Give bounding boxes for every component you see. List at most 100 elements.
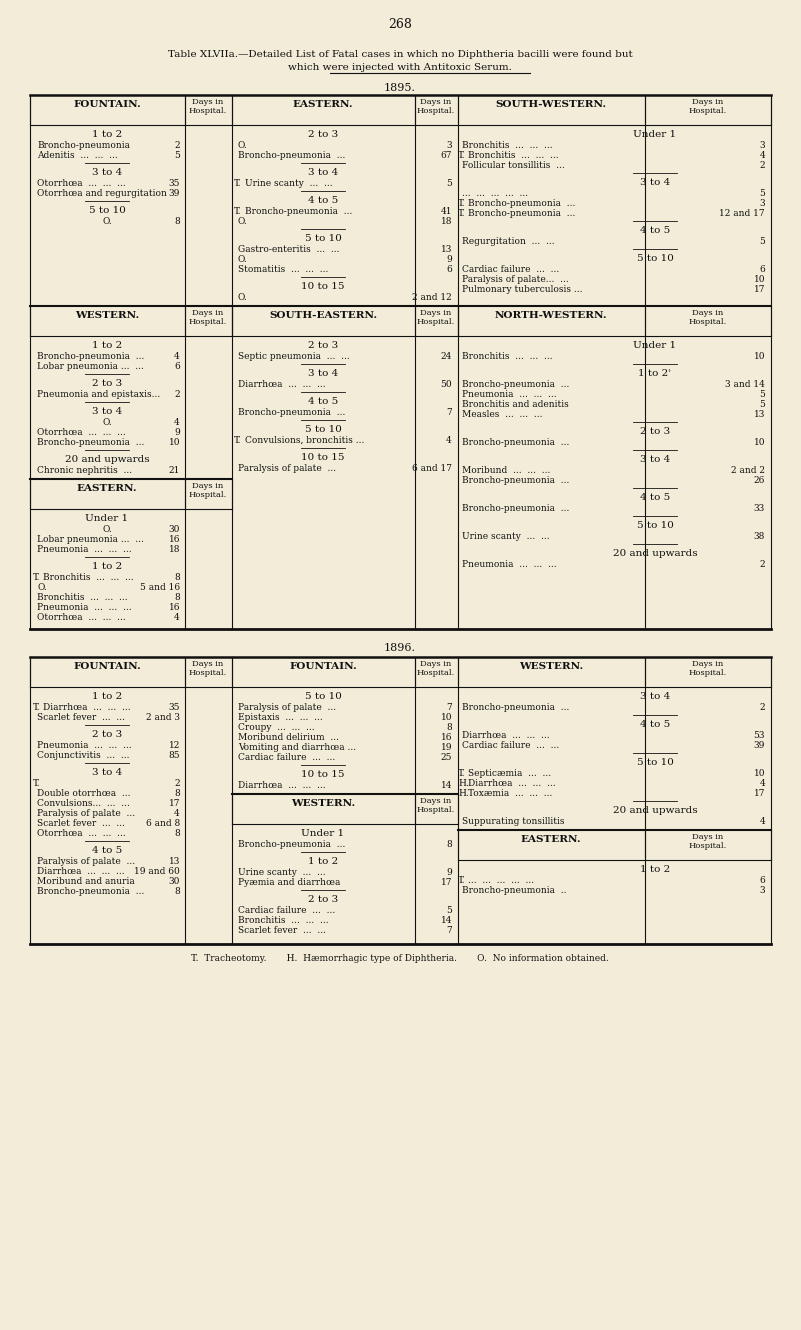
Text: Pneumonia  ...  ...  ...: Pneumonia ... ... ... [37,741,131,750]
Text: 17: 17 [168,799,180,809]
Text: Paralysis of palate...  ...: Paralysis of palate... ... [462,275,569,285]
Text: 38: 38 [754,532,765,541]
Text: WESTERN.: WESTERN. [74,311,139,321]
Text: 12 and 17: 12 and 17 [719,209,765,218]
Text: Convulsions, bronchitis ...: Convulsions, bronchitis ... [245,436,364,446]
Text: Broncho-pneumonia  ...: Broncho-pneumonia ... [37,352,144,360]
Text: 2 to 3: 2 to 3 [640,427,670,436]
Text: 8: 8 [175,829,180,838]
Text: Under 1: Under 1 [301,829,344,838]
Text: 10 to 15: 10 to 15 [301,282,344,291]
Text: Days in
Hospital.: Days in Hospital. [417,660,455,677]
Text: 2: 2 [759,704,765,712]
Text: 5 to 10: 5 to 10 [304,692,341,701]
Text: Lobar pneumonia ...  ...: Lobar pneumonia ... ... [37,362,144,371]
Text: 10: 10 [441,713,452,722]
Text: Convulsions...  ...  ...: Convulsions... ... ... [37,799,130,809]
Text: Lobar pneumonia ...  ...: Lobar pneumonia ... ... [37,535,144,544]
Text: 16: 16 [168,535,180,544]
Text: T.: T. [458,876,465,884]
Text: Under 1: Under 1 [86,513,129,523]
Text: Measles  ...  ...  ...: Measles ... ... ... [462,410,542,419]
Text: 5 and 16: 5 and 16 [140,583,180,592]
Text: 10: 10 [754,438,765,447]
Text: Paralysis of palate  ...: Paralysis of palate ... [238,464,336,473]
Text: NORTH-WESTERN.: NORTH-WESTERN. [495,311,607,321]
Text: ...  ...  ...  ...  ...: ... ... ... ... ... [462,189,528,198]
Text: Regurgitation  ...  ...: Regurgitation ... ... [462,237,554,246]
Text: 10: 10 [754,352,765,360]
Text: O.: O. [102,525,112,535]
Text: Scarlet fever  ...  ...: Scarlet fever ... ... [238,926,326,935]
Text: Pneumonia  ...  ...  ...: Pneumonia ... ... ... [37,545,131,555]
Text: 3 to 4: 3 to 4 [92,168,122,177]
Text: Days in
Hospital.: Days in Hospital. [417,309,455,326]
Text: Bronchitis  ...  ...  ...: Bronchitis ... ... ... [37,593,127,602]
Text: Days in
Hospital.: Days in Hospital. [417,797,455,814]
Text: T.: T. [458,152,465,160]
Text: 268: 268 [388,19,412,31]
Text: Broncho-pneumonia  ...: Broncho-pneumonia ... [462,380,570,388]
Text: Days in
Hospital.: Days in Hospital. [689,98,727,116]
Text: which were injected with Antitoxic Serum.: which were injected with Antitoxic Serum… [288,63,512,72]
Text: 1 to 2: 1 to 2 [308,857,338,866]
Text: 4: 4 [175,352,180,360]
Text: 14: 14 [441,916,452,924]
Text: 3: 3 [759,200,765,207]
Text: Diarrhœa  ...  ...  ...: Diarrhœa ... ... ... [238,380,326,388]
Text: T.: T. [458,200,465,207]
Text: 25: 25 [441,753,452,762]
Text: 5: 5 [759,390,765,399]
Text: Broncho-pneumonia  ...: Broncho-pneumonia ... [238,841,345,849]
Text: Moribund and anuria: Moribund and anuria [37,876,135,886]
Text: Cardiac failure  ...  ...: Cardiac failure ... ... [462,265,559,274]
Text: Paralysis of palate  ...: Paralysis of palate ... [37,809,135,818]
Text: Bronchitis and adenitis: Bronchitis and adenitis [462,400,569,410]
Text: 12: 12 [169,741,180,750]
Text: 41: 41 [441,207,452,215]
Text: 30: 30 [169,525,180,535]
Text: 3: 3 [446,141,452,150]
Text: 3 and 14: 3 and 14 [725,380,765,388]
Text: FOUNTAIN.: FOUNTAIN. [73,662,141,672]
Text: Urine scanty  ...  ...: Urine scanty ... ... [462,532,549,541]
Text: Septic pneumonia  ...  ...: Septic pneumonia ... ... [238,352,350,360]
Text: Broncho-pneumonia  ...: Broncho-pneumonia ... [238,408,345,418]
Text: Diarrhœa  ...  ...  ...: Diarrhœa ... ... ... [37,867,125,876]
Text: Otorrhœa  ...  ...  ...: Otorrhœa ... ... ... [37,613,126,622]
Text: Paralysis of palate  ...: Paralysis of palate ... [37,857,135,866]
Text: 2 to 3: 2 to 3 [308,340,338,350]
Text: T.: T. [33,704,41,712]
Text: Pulmonary tuberculosis ...: Pulmonary tuberculosis ... [462,285,582,294]
Text: 3 to 4: 3 to 4 [92,407,122,416]
Text: Paralysis of palate  ...: Paralysis of palate ... [238,704,336,712]
Text: WESTERN.: WESTERN. [291,799,355,809]
Text: 2 and 3: 2 and 3 [146,713,180,722]
Text: Broncho-pneumonia  ...: Broncho-pneumonia ... [462,704,570,712]
Text: Days in
Hospital.: Days in Hospital. [689,309,727,326]
Text: 5: 5 [759,237,765,246]
Text: SOUTH-EASTERN.: SOUTH-EASTERN. [269,311,377,321]
Text: 3 to 4: 3 to 4 [640,178,670,188]
Text: Days in
Hospital.: Days in Hospital. [417,98,455,116]
Text: 5 to 10: 5 to 10 [304,426,341,434]
Text: 6 and 17: 6 and 17 [412,464,452,473]
Text: 3: 3 [759,141,765,150]
Text: 10 to 15: 10 to 15 [301,770,344,779]
Text: 2: 2 [175,390,180,399]
Text: 2 to 3: 2 to 3 [92,730,122,739]
Text: Bronchitis  ...  ...  ...: Bronchitis ... ... ... [238,916,328,924]
Text: T.: T. [234,207,241,215]
Text: O.: O. [102,217,112,226]
Text: Days in
Hospital.: Days in Hospital. [189,481,227,499]
Text: 10 to 15: 10 to 15 [301,454,344,462]
Text: 9: 9 [446,255,452,263]
Text: 10: 10 [754,769,765,778]
Text: 14: 14 [441,781,452,790]
Text: 17: 17 [441,878,452,887]
Text: H.: H. [458,779,469,787]
Text: 8: 8 [175,887,180,896]
Text: 4: 4 [759,152,765,160]
Text: 5 to 10: 5 to 10 [637,758,674,767]
Text: 21: 21 [169,465,180,475]
